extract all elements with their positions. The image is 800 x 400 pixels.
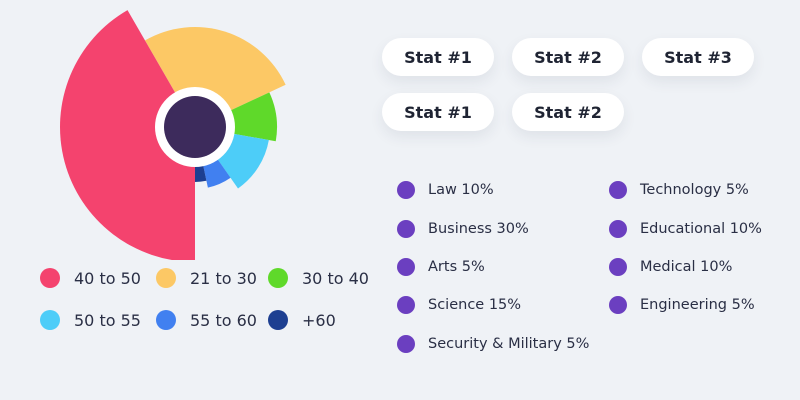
category-label: Engineering 5% xyxy=(640,297,755,313)
legend-dot xyxy=(268,268,288,288)
legend-item-55-to-60: 55 to 60 xyxy=(156,310,257,330)
stat-2-button-row2[interactable]: Stat #2 xyxy=(512,93,624,131)
legend-label: 40 to 50 xyxy=(74,268,141,288)
category-label: Security & Military 5% xyxy=(428,336,590,352)
legend-label: +60 xyxy=(302,310,336,330)
age-pie-chart xyxy=(0,0,380,260)
category-medical: Medical 10% xyxy=(609,258,732,276)
pie-slice-21-to-30 xyxy=(145,27,286,128)
category-business: Business 30% xyxy=(397,220,529,238)
category-label: Science 15% xyxy=(428,297,522,313)
legend-label: 30 to 40 xyxy=(302,268,369,288)
category-dot xyxy=(397,258,415,276)
legend-dot xyxy=(268,310,288,330)
category-label: Educational 10% xyxy=(640,221,762,237)
category-label: Law 10% xyxy=(428,182,494,198)
legend-label: 55 to 60 xyxy=(190,310,257,330)
legend-item-30-to-40: 30 to 40 xyxy=(268,268,369,288)
category-dot xyxy=(397,181,415,199)
category-engineering: Engineering 5% xyxy=(609,296,755,314)
stat-2-button[interactable]: Stat #2 xyxy=(512,38,624,76)
category-science: Science 15% xyxy=(397,296,521,314)
legend-item-50-to-55: 50 to 55 xyxy=(40,310,141,330)
category-label: Medical 10% xyxy=(640,259,733,275)
category-dot xyxy=(397,296,415,314)
category-dot xyxy=(609,181,627,199)
category-dot xyxy=(609,258,627,276)
pie-chart-svg xyxy=(60,10,286,260)
category-educational: Educational 10% xyxy=(609,220,762,238)
legend-dot xyxy=(156,310,176,330)
category-arts: Arts 5% xyxy=(397,258,485,276)
category-label: Arts 5% xyxy=(428,259,485,275)
legend-item-21-to-30: 21 to 30 xyxy=(156,268,257,288)
category-dot xyxy=(609,220,627,238)
category-dot xyxy=(609,296,627,314)
category-law: Law 10% xyxy=(397,181,494,199)
legend-label: 21 to 30 xyxy=(190,268,257,288)
stat-1-button-row2[interactable]: Stat #1 xyxy=(382,93,494,131)
category-security-military: Security & Military 5% xyxy=(397,335,589,353)
category-label: Business 30% xyxy=(428,221,529,237)
category-dot xyxy=(397,220,415,238)
category-dot xyxy=(397,335,415,353)
stat-3-button[interactable]: Stat #3 xyxy=(642,38,754,76)
legend-dot xyxy=(40,268,60,288)
legend-label: 50 to 55 xyxy=(74,310,141,330)
stat-1-button[interactable]: Stat #1 xyxy=(382,38,494,76)
category-label: Technology 5% xyxy=(640,182,749,198)
legend-item-40-to-50: 40 to 50 xyxy=(40,268,141,288)
pie-center-core xyxy=(164,96,226,158)
pie-slice-40-to-50 xyxy=(60,10,195,260)
legend-item-plus-60: +60 xyxy=(268,310,336,330)
legend-dot xyxy=(156,268,176,288)
category-technology: Technology 5% xyxy=(609,181,749,199)
legend-dot xyxy=(40,310,60,330)
